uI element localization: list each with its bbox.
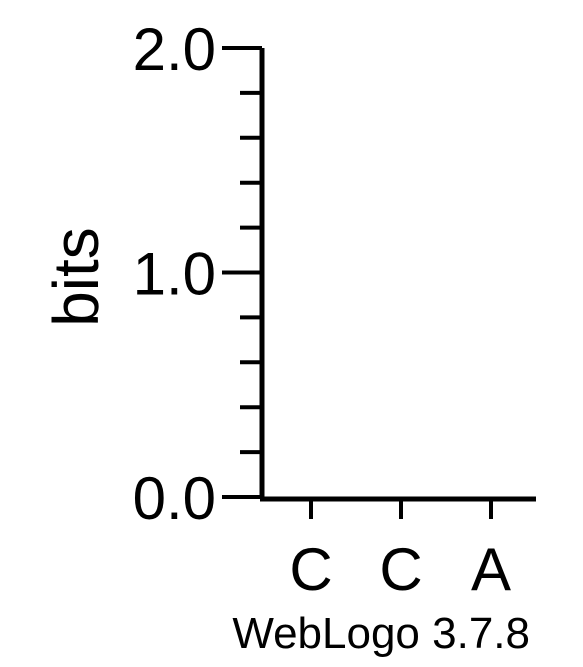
footer-label: WebLogo 3.7.8 [232,609,530,658]
x-tick-label: C [379,536,422,603]
y-tick-label: 1.0 [133,241,216,308]
y-tick-label: 0.0 [133,465,216,532]
x-tick-label: A [471,536,511,603]
y-axis-label: bits [40,227,112,327]
y-tick-label: 2.0 [133,16,216,83]
y-axis: 0.0 1.0 2.0 [133,16,265,532]
x-tick-label: C [289,536,332,603]
